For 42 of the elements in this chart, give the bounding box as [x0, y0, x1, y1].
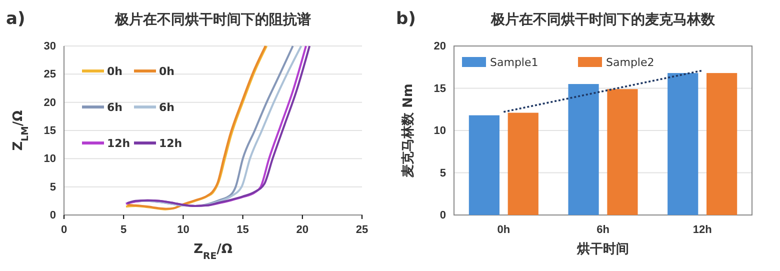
x-tick-label: 0: [60, 224, 68, 236]
bar: [706, 73, 738, 215]
y-tick-label: 15: [44, 125, 56, 138]
x-tick-label: 20: [296, 224, 309, 236]
legend-label: 12h: [159, 137, 182, 150]
x-axis-title: 烘干时间: [576, 242, 629, 257]
x-axis-title: Z$_{RE}$/Ω: [194, 242, 232, 262]
legend-label: 12h: [107, 137, 130, 150]
x-tick-label: 0h: [497, 224, 510, 236]
legend-label: 6h: [159, 101, 174, 114]
x-tick-label: 6h: [596, 224, 610, 236]
y-axis-title: 麦克马林数 Nm: [401, 84, 416, 178]
chart-title: 极片在不同烘干时间下的阻抗谱: [114, 11, 311, 28]
y-tick-label: 20: [434, 40, 446, 53]
bar: [568, 84, 599, 215]
legend-label: 0h: [159, 65, 174, 78]
text: a): [6, 9, 26, 29]
y-tick-label: 10: [44, 153, 56, 166]
bar: [508, 112, 538, 215]
y-tick-label: 0: [50, 210, 56, 222]
x-tick-label: 25: [356, 224, 368, 236]
legend-label: 6h: [107, 101, 122, 114]
x-tick-label: 10: [177, 224, 190, 236]
x-tick-label: 5: [120, 224, 127, 236]
y-tick-label: 15: [434, 82, 446, 95]
y-tick-label: 5: [440, 167, 446, 180]
x-tick-label: 15: [236, 224, 249, 236]
x-tick-label: 12h: [692, 224, 712, 236]
bar: [668, 73, 698, 215]
bar: [468, 115, 500, 215]
y-tick-label: 5: [50, 181, 56, 194]
y-tick-label: 20: [44, 96, 56, 109]
y-tick-label: 25: [44, 68, 56, 81]
bar: [607, 89, 638, 215]
chart-title: 极片在不同烘干时间下的麦克马林数: [490, 12, 716, 28]
y-tick-label: 30: [44, 40, 56, 53]
y-tick-label: 0: [440, 210, 446, 222]
legend-label: Sample1: [490, 56, 538, 69]
legend-label: 0h: [107, 65, 122, 78]
text: b): [396, 9, 416, 29]
legend-label: Sample2: [606, 56, 654, 69]
y-tick-label: 10: [434, 125, 446, 138]
